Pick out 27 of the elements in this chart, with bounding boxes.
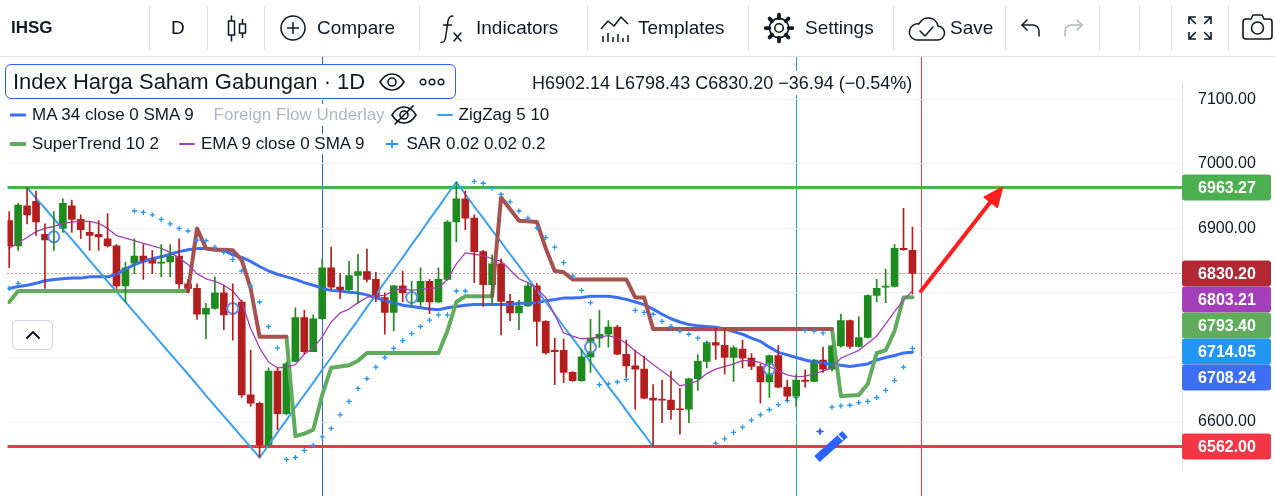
title-frame: Index Harga Saham Gabungan · 1D [5,64,457,99]
legend-label: EMA 9 close 0 SMA 9 [200,134,365,154]
ref-line-label: 6562.00 [1198,437,1257,455]
legend-label: SAR 0.02 0.02 0.2 [406,134,546,154]
annotation: H6902.14 L6798.43 C6830.20 −36.94 (−0.54%) [532,71,913,95]
y-tick-label: 7000.00 [1198,154,1256,172]
legend-label: SuperTrend 10 2 [32,134,159,154]
text: Compare [317,16,396,40]
y-tick-label: 6900.00 [1198,218,1256,236]
annotation: Foreign Flow Underlay [213,105,385,125]
legend-label: MA 34 close 0 SMA 9 [32,105,194,125]
text: Save [950,16,994,40]
chart-title: Index Harga Saham Gabungan · 1D [13,68,366,95]
text: Templates [638,16,725,40]
ref-line-label: 6830.20 [1198,264,1257,282]
y-tick-label: 7100.00 [1198,89,1256,107]
text: 6708.24 [1198,368,1257,386]
text: 6714.05 [1198,342,1257,360]
text: Settings [805,16,874,40]
text: IHSG [11,17,53,39]
text: Indicators [476,16,559,40]
legend-label: ZigZag 5 10 [458,105,550,125]
ref-line-label: 6963.27 [1198,179,1257,197]
text: 6793.40 [1198,316,1257,334]
y-tick-label: 6600.00 [1198,412,1256,430]
text: 6803.21 [1198,290,1257,308]
text: D [171,16,185,40]
